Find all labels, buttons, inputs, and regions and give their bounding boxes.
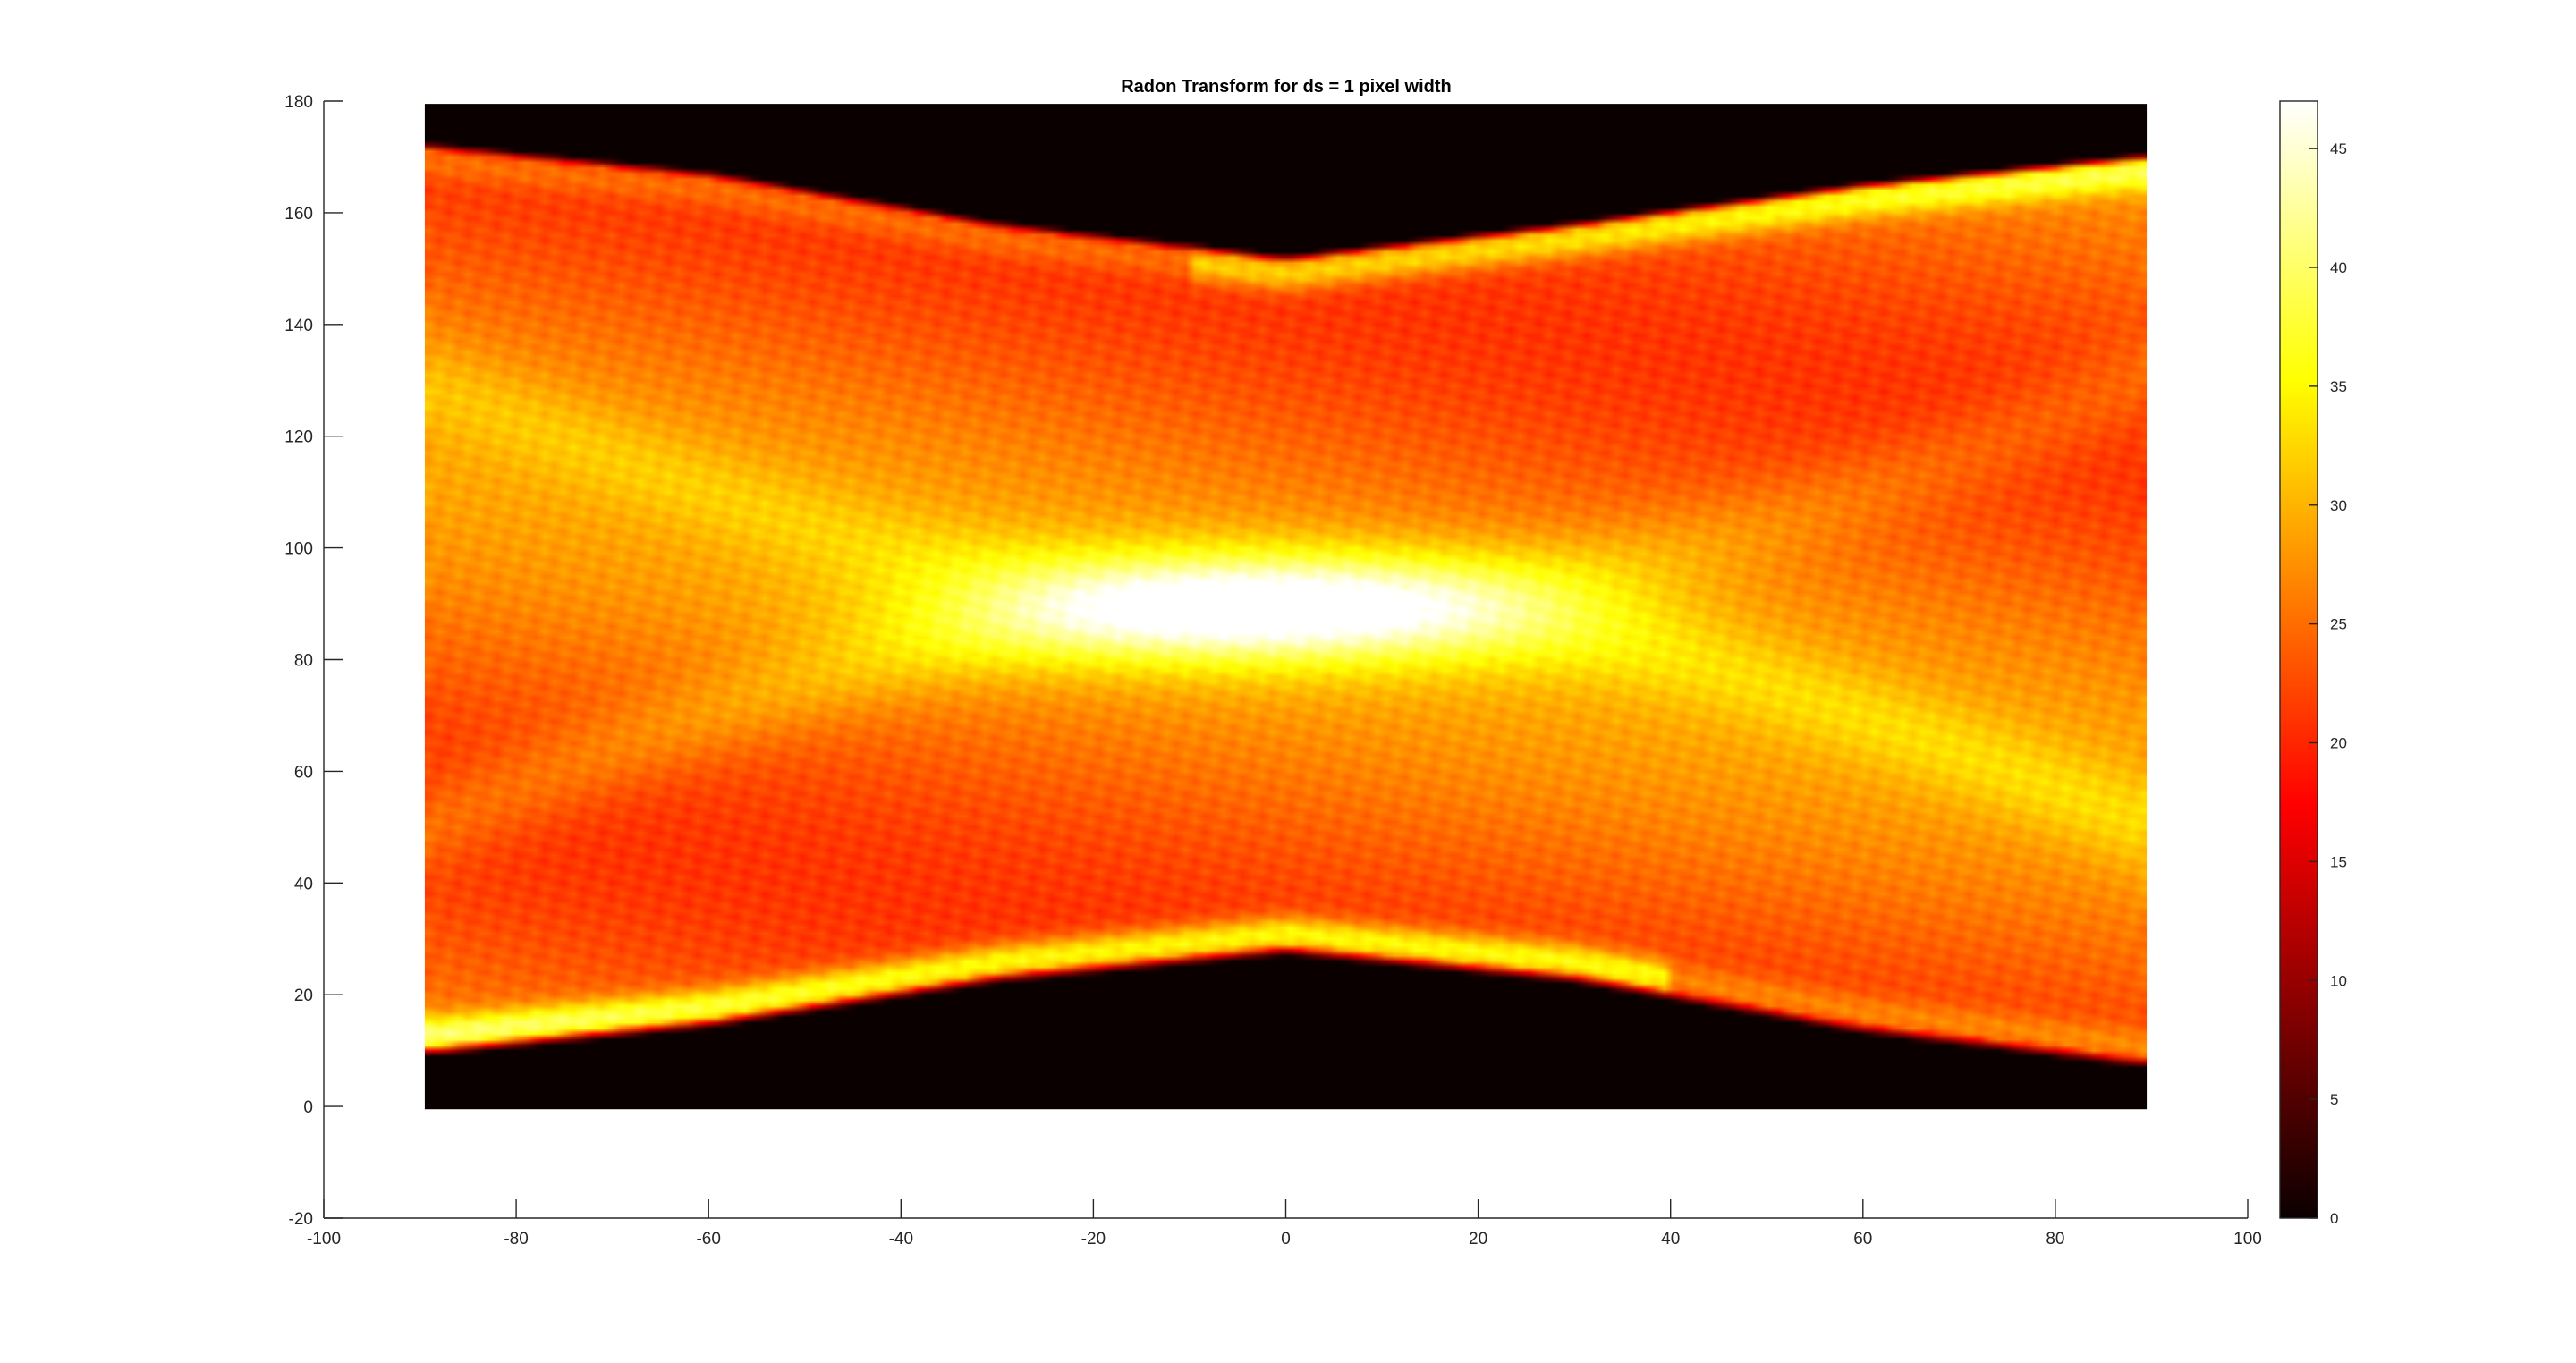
- colorbar-tick-label: 45: [2330, 140, 2347, 157]
- y-tick-label: 100: [284, 540, 313, 559]
- colorbar-ticks: 0 5 10 15 20 25 30 35 40 45: [2309, 140, 2347, 1227]
- x-tick-label: 80: [2046, 1230, 2064, 1249]
- colorbar-tick-label: 15: [2330, 853, 2347, 870]
- colorbar-bar: [2279, 100, 2318, 1219]
- plot-area: [424, 104, 2148, 1110]
- y-tick-label: 20: [294, 986, 313, 1005]
- x-ticks: -100 -80 -60 -40 -20 0 20 40 60 80 100: [307, 1199, 2262, 1249]
- y-tick-label: -20: [289, 1210, 313, 1229]
- x-tick-label: -20: [1081, 1230, 1106, 1249]
- y-ticks: -20 0 20 40 60 80 100 120 140 160 180: [284, 93, 343, 1229]
- y-tick-label: 180: [284, 93, 313, 112]
- colorbar-tick-label: 30: [2330, 497, 2347, 514]
- colorbar: 0 5 10 15 20 25 30 35 40 45: [2279, 100, 2347, 1227]
- x-tick-label: 100: [2233, 1230, 2262, 1249]
- x-tick-label: -40: [889, 1230, 913, 1249]
- y-tick-label: 140: [284, 317, 313, 335]
- colorbar-tick-label: 40: [2330, 259, 2347, 276]
- axes: -100 -80 -60 -40 -20 0 20 40 60 80 100 -20 0 20 40 60 8…: [284, 93, 2262, 1249]
- y-tick-label: 120: [284, 428, 313, 447]
- chart-title: Radon Transform for ds = 1 pixel width: [1121, 77, 1452, 97]
- x-tick-label: 0: [1281, 1230, 1291, 1249]
- x-tick-label: 40: [1661, 1230, 1680, 1249]
- y-tick-label: 0: [303, 1098, 313, 1117]
- heatmap-image: [424, 104, 2148, 1110]
- colorbar-tick-label: 20: [2330, 735, 2347, 752]
- y-tick-label: 40: [294, 875, 313, 893]
- colorbar-tick-label: 5: [2330, 1091, 2338, 1108]
- colorbar-tick-label: 35: [2330, 378, 2347, 395]
- x-tick-label: -100: [307, 1230, 341, 1249]
- x-tick-label: -80: [504, 1230, 528, 1249]
- x-tick-label: 60: [1853, 1230, 1872, 1249]
- y-tick-label: 60: [294, 763, 313, 782]
- y-tick-label: 160: [284, 205, 313, 224]
- colorbar-tick-label: 0: [2330, 1210, 2338, 1227]
- x-tick-label: -60: [696, 1230, 720, 1249]
- colorbar-tick-label: 25: [2330, 616, 2347, 633]
- colorbar-tick-label: 10: [2330, 972, 2347, 989]
- x-tick-label: 20: [1469, 1230, 1487, 1249]
- y-tick-label: 80: [294, 652, 313, 671]
